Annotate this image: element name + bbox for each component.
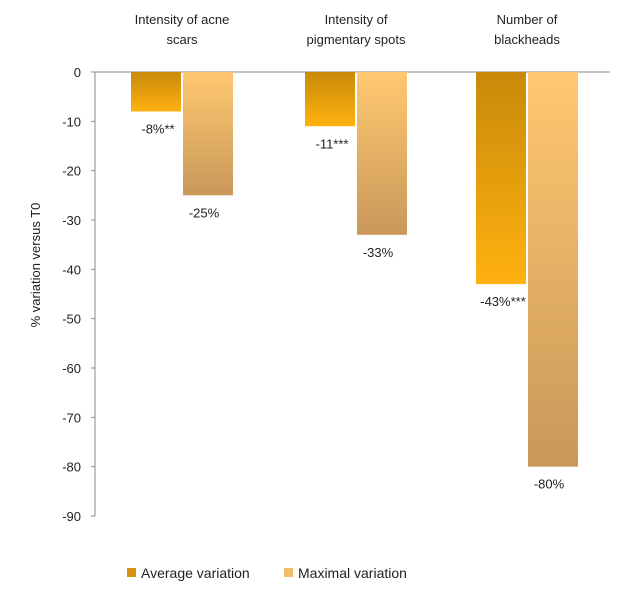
data-label: -80% — [534, 477, 565, 492]
y-tick-label: -90 — [62, 509, 81, 524]
bar-maximal — [528, 72, 578, 467]
legend-swatch — [284, 568, 293, 577]
bar-average — [476, 72, 526, 285]
bar-maximal — [357, 72, 407, 235]
legend-swatch — [127, 568, 136, 577]
y-tick-label: -80 — [62, 460, 81, 475]
y-tick-label: -20 — [62, 164, 81, 179]
category-labels: Intensity of acne scars Intensity of pigmen… — [135, 12, 561, 47]
bar-average — [131, 72, 181, 112]
legend-label: Maximal variation — [298, 565, 407, 581]
category-label: Number of blackheads — [494, 12, 560, 47]
y-axis-title: % variation versus T0 — [28, 203, 43, 328]
data-labels: -8%** -11*** -43%*** -25% -33% -80% — [141, 121, 564, 491]
data-label: -11*** — [315, 136, 348, 151]
data-label: -33% — [363, 245, 394, 260]
data-label: -43%*** — [480, 294, 526, 309]
data-label: -8%** — [141, 121, 174, 136]
y-tick-label: -40 — [62, 262, 81, 277]
bar-maximal — [183, 72, 233, 196]
category-label: Intensity of pigmentary spots — [307, 12, 406, 47]
legend-label: Average variation — [141, 565, 250, 581]
bar-average — [305, 72, 355, 127]
data-label: -25% — [189, 205, 220, 220]
y-tick-label: -30 — [62, 213, 81, 228]
y-tick-label: -70 — [62, 410, 81, 425]
y-tick-label: -50 — [62, 312, 81, 327]
y-tick-label: -10 — [62, 114, 81, 129]
y-tick-label: 0 — [74, 65, 81, 80]
y-tick-label: -60 — [62, 361, 81, 376]
legend: Average variation Maximal variation — [127, 565, 407, 581]
category-label: Intensity of acne scars — [135, 12, 230, 47]
bars — [131, 72, 578, 467]
